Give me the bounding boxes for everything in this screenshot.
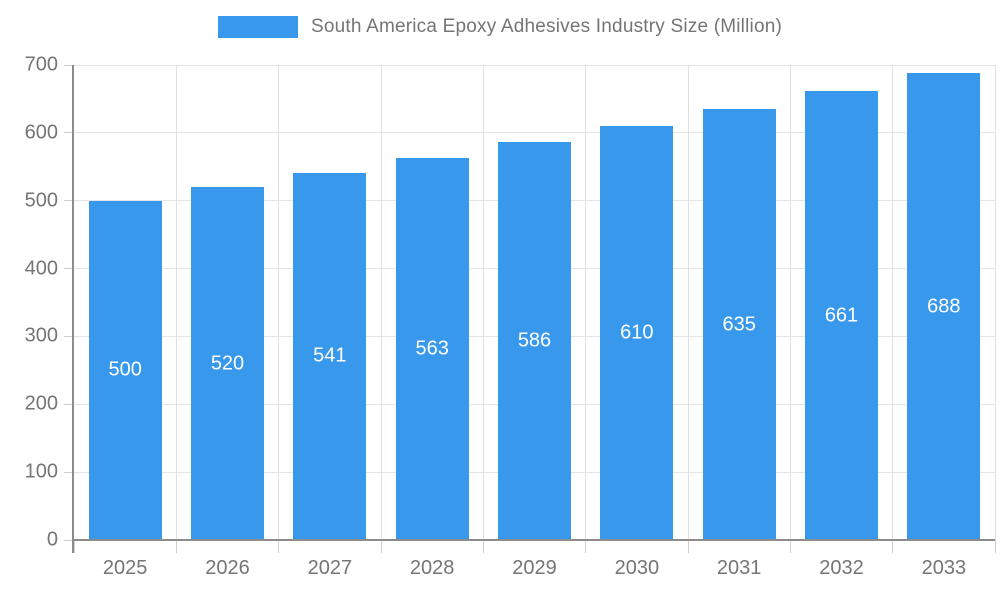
y-axis-tick <box>64 132 73 134</box>
y-gridline <box>74 64 995 66</box>
bar-2031 <box>702 109 776 539</box>
legend-series-label: South America Epoxy Adhesives Industry S… <box>310 16 783 37</box>
y-axis-tick-label: 500 <box>24 189 58 212</box>
x-axis-tick <box>380 540 382 553</box>
y-axis-tick-label: 400 <box>24 257 58 280</box>
y-axis-tick <box>64 403 73 405</box>
x-axis-tick-label: 2033 <box>921 557 967 579</box>
x-axis-tick-label: 2030 <box>614 557 660 579</box>
y-axis-tick-label: 200 <box>24 392 58 415</box>
legend-swatch <box>217 16 298 38</box>
x-axis-tick-label: 2025 <box>102 557 148 579</box>
y-axis-tick-label: 0 <box>46 528 58 551</box>
x-axis-tick <box>73 540 75 553</box>
bar-2033 <box>907 73 981 539</box>
x-axis-tick <box>789 540 791 553</box>
x-gridline <box>892 65 894 540</box>
y-axis-tick-label: 700 <box>24 53 58 76</box>
bar-value-label: 500 <box>108 358 142 381</box>
x-axis-tick <box>482 540 484 553</box>
y-gridline <box>74 132 995 134</box>
y-axis-tick <box>64 335 73 337</box>
x-gridline <box>994 65 996 540</box>
x-axis-tick-label: 2032 <box>819 557 864 579</box>
bar-value-label: 688 <box>927 295 961 318</box>
x-axis-tick <box>994 540 996 553</box>
bar-2029 <box>498 142 571 539</box>
bar-value-label: 586 <box>517 329 552 352</box>
y-axis-tick-label: 100 <box>24 460 58 483</box>
bar-value-label: 520 <box>210 352 245 375</box>
y-axis-tick <box>64 64 73 66</box>
bar-value-label: 635 <box>722 313 756 336</box>
x-axis-tick-label: 2027 <box>307 557 353 579</box>
y-axis-tick <box>64 471 73 473</box>
bar-2026 <box>191 187 264 539</box>
x-axis-tick <box>892 540 894 553</box>
x-axis-tick-label: 2029 <box>512 557 557 579</box>
bar-value-label: 610 <box>620 321 654 344</box>
bar-2027 <box>293 172 367 539</box>
y-axis-tick <box>64 200 73 202</box>
y-axis-tick-label: 300 <box>24 324 58 347</box>
y-axis-line <box>72 65 74 553</box>
bar-2030 <box>600 126 674 539</box>
x-gridline <box>687 65 689 540</box>
x-axis-tick-label: 2031 <box>716 557 762 579</box>
x-gridline <box>380 65 382 540</box>
y-axis-tick-label: 600 <box>24 121 58 144</box>
chart-legend[interactable]: South America Epoxy Adhesives Industry S… <box>0 16 1000 38</box>
bar-2025 <box>88 200 162 539</box>
x-gridline <box>278 65 280 540</box>
x-axis-tick <box>175 540 177 553</box>
x-axis-tick-label: 2028 <box>409 557 455 579</box>
bar-2028 <box>395 157 469 539</box>
x-axis-tick <box>585 540 587 553</box>
x-axis-tick <box>278 540 280 553</box>
bar-value-label: 563 <box>415 337 449 360</box>
bar-2032 <box>805 91 878 539</box>
x-gridline <box>789 65 791 540</box>
bar-value-label: 661 <box>824 304 859 327</box>
x-gridline <box>482 65 484 540</box>
x-axis-tick-label: 2026 <box>205 557 250 579</box>
y-axis-tick <box>64 268 73 270</box>
x-gridline <box>175 65 177 540</box>
y-axis-tick <box>64 539 73 541</box>
x-gridline <box>585 65 587 540</box>
x-axis-line <box>72 539 995 541</box>
x-axis-tick <box>687 540 689 553</box>
bar-value-label: 541 <box>313 344 347 367</box>
